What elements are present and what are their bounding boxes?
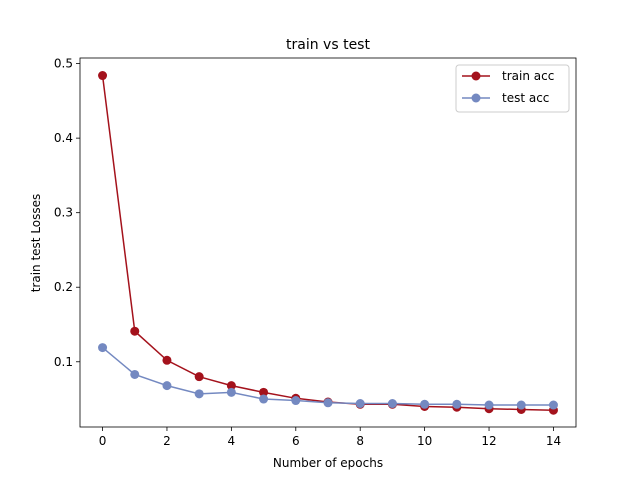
data-point-train-acc — [162, 355, 172, 365]
legend-label: test acc — [502, 91, 549, 105]
legend-label: train acc — [502, 69, 554, 83]
data-point-train-acc — [130, 326, 140, 336]
data-point-test-acc — [291, 396, 301, 406]
data-point-test-acc — [387, 399, 397, 409]
y-tick-label: 0.3 — [54, 206, 73, 220]
x-tick-label: 8 — [356, 434, 364, 448]
legend: train acc test acc — [455, 64, 570, 113]
data-point-test-acc — [452, 399, 462, 409]
data-point-test-acc — [162, 381, 172, 391]
data-point-train-acc — [194, 372, 204, 382]
x-tick-label: 4 — [228, 434, 236, 448]
data-point-test-acc — [259, 394, 269, 404]
data-point-test-acc — [130, 369, 140, 379]
plot-area — [98, 71, 558, 415]
x-axis-label: Number of epochs — [273, 456, 383, 470]
y-tick-label: 0.2 — [54, 280, 73, 294]
data-point-test-acc — [194, 389, 204, 399]
y-tick-label: 0.5 — [54, 57, 73, 71]
data-point-test-acc — [355, 399, 365, 409]
data-point-test-acc — [516, 400, 526, 410]
legend-marker — [471, 93, 481, 103]
data-point-test-acc — [548, 400, 558, 410]
data-point-test-acc — [98, 343, 108, 353]
data-point-test-acc — [420, 399, 430, 409]
x-tick-label: 14 — [546, 434, 561, 448]
x-tick-label: 0 — [99, 434, 107, 448]
axes-frame — [79, 57, 577, 428]
y-tick-label: 0.4 — [54, 131, 73, 145]
y-tick-label: 0.1 — [54, 355, 73, 369]
chart-title: train vs test — [286, 37, 370, 53]
data-point-test-acc — [226, 387, 236, 397]
y-axis-label: train test Losses — [29, 194, 43, 293]
data-point-test-acc — [323, 398, 333, 408]
data-point-test-acc — [484, 400, 494, 410]
x-tick-label: 10 — [417, 434, 432, 448]
legend-marker — [471, 71, 481, 81]
x-tick-label: 6 — [292, 434, 300, 448]
x-tick-label: 12 — [481, 434, 496, 448]
data-point-train-acc — [226, 381, 236, 391]
data-point-train-acc — [259, 387, 269, 397]
data-point-train-acc — [98, 71, 108, 81]
axes: 0 2 4 6 8 10 12 14 0.1 0.2 0.3 0.4 0.5 — [54, 57, 577, 448]
x-tick-label: 2 — [163, 434, 171, 448]
